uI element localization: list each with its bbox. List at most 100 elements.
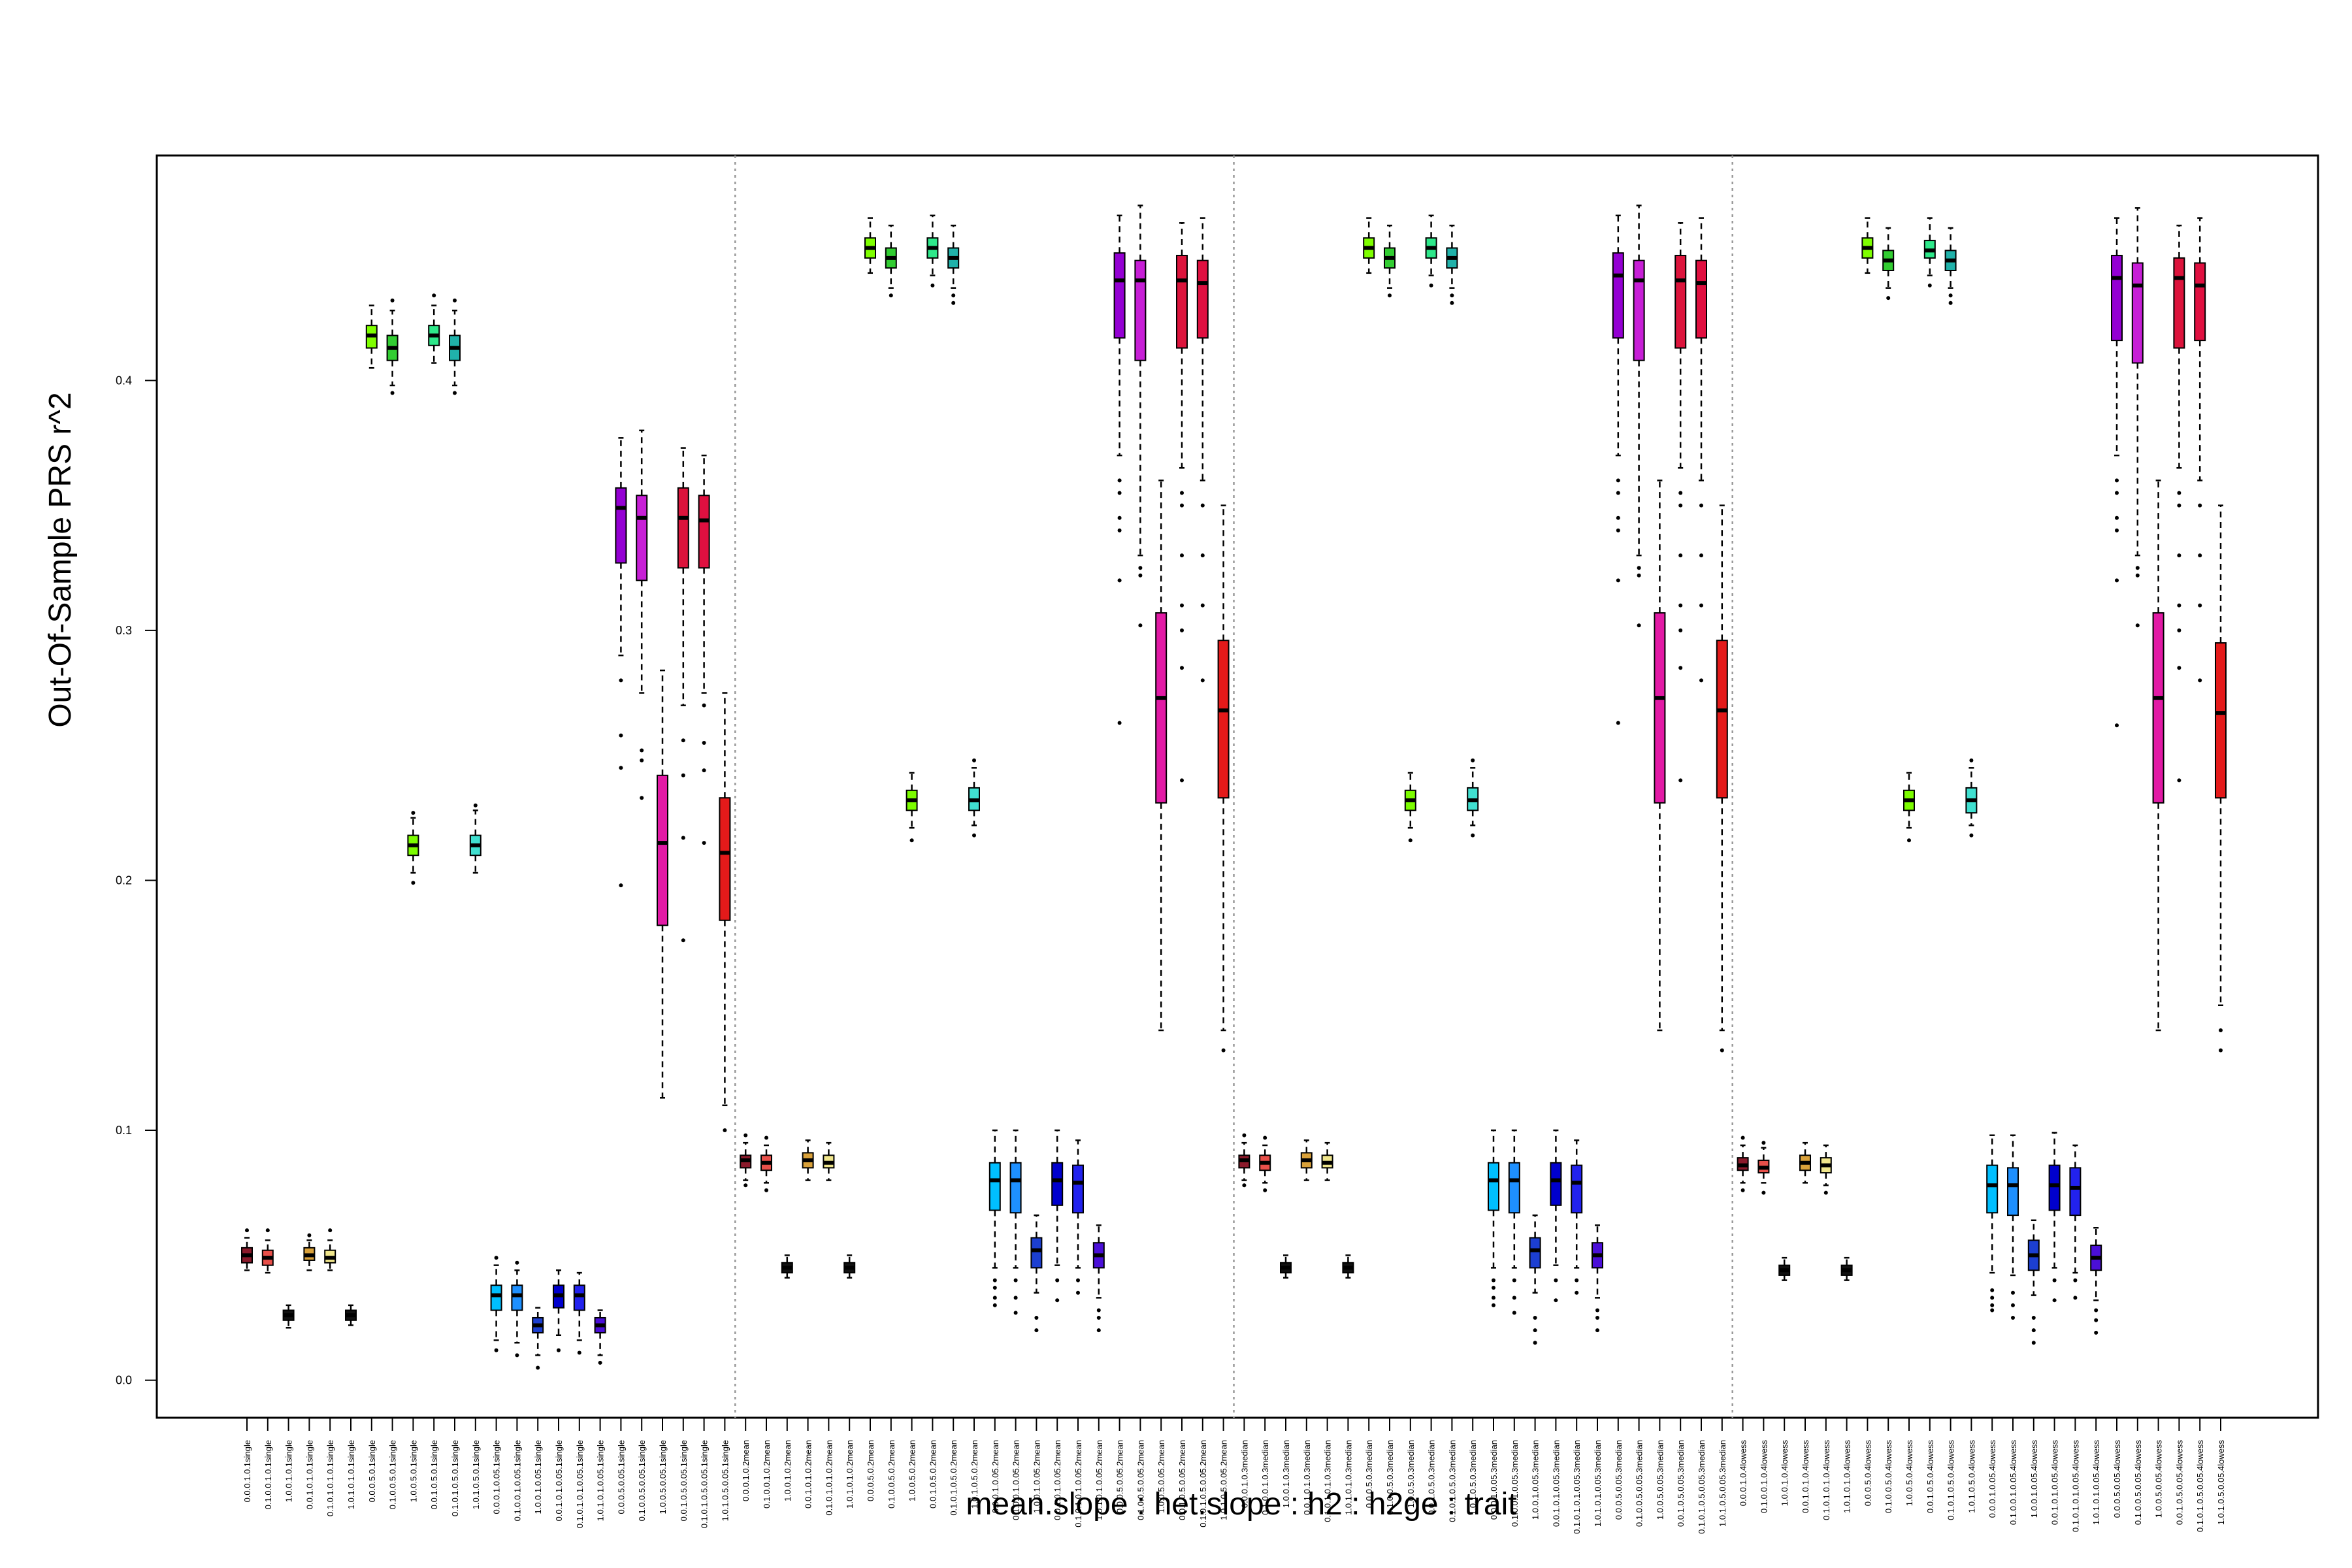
outlier-point <box>1678 778 1683 783</box>
x-tick-label: 0.0.1.0.5.0.2mean <box>928 1440 938 1509</box>
box-body <box>636 495 648 581</box>
box-body <box>1488 1162 1499 1211</box>
outlier-point <box>2031 1328 2036 1333</box>
x-tick-label: 0.1.0.1.0.1.0.05.2mean <box>1073 1440 1083 1527</box>
outlier-point <box>2135 573 2140 578</box>
box-body <box>1550 1162 1562 1206</box>
outlier-point <box>2219 1048 2223 1053</box>
box <box>1321 1141 1333 1181</box>
x-tick-label: 1.0.0.5.0.05.1single <box>658 1440 668 1514</box>
box-body <box>1612 252 1624 339</box>
box-body <box>719 797 731 921</box>
x-tick-label: 0.1.0.0.5.0.2mean <box>887 1440 896 1509</box>
outlier-point <box>1492 1286 1495 1290</box>
outlier-point <box>2115 491 2119 495</box>
x-tick-label: 1.0.1.0.5.0.05.1single <box>720 1440 730 1521</box>
box <box>261 1228 274 1274</box>
box <box>968 758 980 838</box>
box <box>1550 1129 1562 1303</box>
x-tick-label: 0.0.1.0.5.0.05.2mean <box>1177 1440 1187 1520</box>
box-body <box>2194 262 2206 342</box>
box <box>365 304 378 369</box>
outlier-point <box>1117 478 1122 483</box>
x-tick-label: 1.0.1.0.5.0.05.3median <box>1718 1440 1727 1527</box>
outlier-point <box>1927 283 1932 287</box>
x-tick-label: 0.0.0.1.0.3median <box>1239 1440 1249 1508</box>
box <box>1633 204 1645 628</box>
box <box>843 1254 856 1279</box>
outlier-point <box>1740 1135 1745 1140</box>
x-tick-labels: 0.0.0.1.0.1single 0.1.0.0.1.0.1single 1.0.… <box>242 1440 2226 1534</box>
outlier-point <box>1117 528 1122 532</box>
box-body <box>511 1284 523 1311</box>
x-tick-label: 1.0.1.0.5.0.1single <box>471 1440 481 1509</box>
outlier-point <box>557 1348 561 1352</box>
box <box>511 1260 523 1358</box>
x-tick-label: 1.0.1.0.5.0.2mean <box>970 1440 979 1509</box>
box <box>1923 217 1936 287</box>
x-tick-label: 0.1.0.0.5.0.05.3median <box>1635 1440 1644 1527</box>
outlier-point <box>681 738 685 743</box>
outlier-point <box>390 391 395 395</box>
box <box>1342 1254 1354 1279</box>
outlier-point <box>2094 1318 2099 1322</box>
x-tick-label: 1.0.1.0.1.0.3median <box>1343 1440 1353 1515</box>
y-tick-label: 0.1 <box>116 1124 132 1137</box>
outlier-point <box>1117 721 1122 725</box>
box <box>698 454 710 845</box>
x-tick-label: 0.0.0.5.0.05.2mean <box>1115 1440 1125 1513</box>
x-tick-label: 0.0.1.0.1.0.05.2mean <box>1053 1440 1062 1520</box>
box <box>926 214 939 287</box>
box <box>947 224 960 305</box>
box <box>1840 1256 1853 1281</box>
box-body <box>2131 262 2144 364</box>
box <box>1072 1139 1084 1295</box>
outlier-point <box>723 1128 727 1133</box>
x-tick-label: 0.0.0.5.0.4lowess <box>1863 1440 1872 1507</box>
outlier-point <box>328 1228 333 1233</box>
outlier-point <box>1533 1341 1537 1345</box>
outlier-point <box>1595 1308 1599 1313</box>
x-tick-label: 1.0.0.5.0.05.4lowess <box>2154 1440 2164 1518</box>
box <box>1965 758 1978 838</box>
box <box>1446 224 1458 305</box>
outlier-point <box>764 1135 768 1140</box>
outlier-point <box>307 1233 312 1237</box>
outlier-point <box>1990 1308 1995 1313</box>
plot-frame <box>155 154 2319 1419</box>
outlier-point <box>1138 573 1143 578</box>
x-tick-label: 0.1.0.0.5.0.1single <box>388 1440 398 1509</box>
outlier-point <box>1013 1311 1018 1315</box>
outlier-point <box>1678 603 1683 608</box>
box-body <box>1716 640 1728 799</box>
outlier-point <box>1263 1188 1267 1192</box>
box <box>740 1133 752 1188</box>
outlier-point <box>2135 623 2140 628</box>
outlier-point <box>2115 578 2119 583</box>
x-tick-label: 0.1.0.1.0.5.0.2mean <box>949 1440 958 1516</box>
box <box>2111 217 2123 728</box>
x-tick-label: 0.0.1.0.5.0.05.3median <box>1676 1440 1686 1527</box>
x-tick-label: 1.0.1.0.1.0.05.3median <box>1593 1440 1603 1527</box>
box <box>1695 217 1707 683</box>
outlier-point <box>1512 1296 1516 1300</box>
box <box>1778 1256 1791 1281</box>
box <box>407 811 419 885</box>
outlier-point <box>702 768 706 773</box>
outlier-point <box>1554 1278 1558 1282</box>
outlier-point <box>2177 666 2181 670</box>
x-tick-label: 1.0.1.0.1.0.05.1single <box>596 1440 606 1521</box>
box <box>615 437 627 888</box>
box <box>594 1309 606 1365</box>
box <box>1903 772 1915 843</box>
x-tick-label: 0.0.1.0.1.0.05.1single <box>554 1440 564 1521</box>
outlier-point <box>640 748 644 753</box>
box <box>1238 1133 1250 1188</box>
outlier-point <box>1907 838 1911 843</box>
outlier-point <box>1616 528 1620 532</box>
box-body <box>1030 1237 1043 1269</box>
outlier-point <box>1180 778 1184 783</box>
outlier-point <box>265 1228 270 1233</box>
outlier-point <box>1388 293 1392 298</box>
outlier-point <box>1096 1308 1101 1313</box>
